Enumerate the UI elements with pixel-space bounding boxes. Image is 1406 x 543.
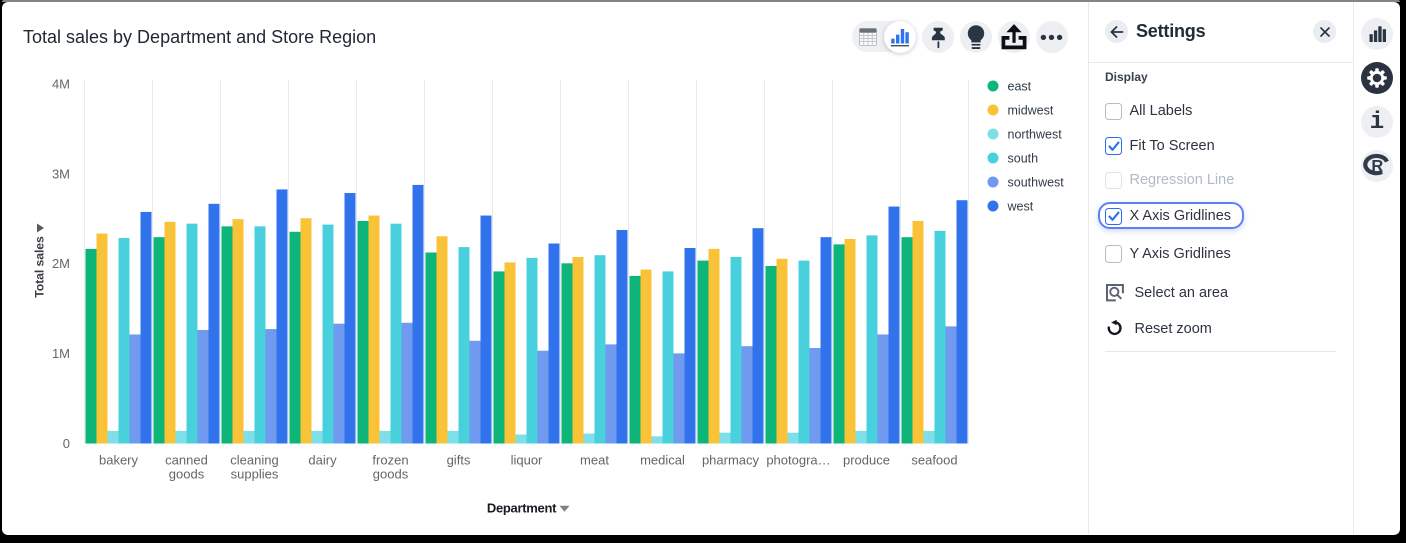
svg-text:south: south — [1008, 151, 1039, 165]
svg-text:supplies: supplies — [231, 467, 279, 482]
svg-text:2M: 2M — [52, 256, 70, 271]
svg-text:1M: 1M — [52, 346, 70, 361]
svg-text:gifts: gifts — [447, 453, 471, 468]
svg-text:pharmacy: pharmacy — [702, 453, 760, 468]
svg-text:photogra…: photogra… — [766, 453, 830, 468]
svg-text:frozen: frozen — [372, 453, 408, 468]
svg-text:goods: goods — [373, 467, 409, 482]
svg-text:east: east — [1008, 79, 1032, 93]
svg-text:dairy: dairy — [308, 453, 337, 468]
svg-text:midwest: midwest — [1008, 103, 1054, 117]
svg-text:northwest: northwest — [1008, 127, 1063, 141]
svg-text:seafood: seafood — [911, 453, 957, 468]
svg-text:3M: 3M — [52, 166, 70, 181]
svg-text:cleaning: cleaning — [230, 453, 278, 468]
svg-text:R: R — [1371, 157, 1383, 175]
svg-text:canned: canned — [165, 453, 208, 468]
svg-text:0: 0 — [63, 436, 70, 451]
svg-text:liquor: liquor — [511, 453, 543, 468]
svg-text:southwest: southwest — [1008, 175, 1065, 189]
svg-text:Department: Department — [487, 501, 557, 516]
svg-text:west: west — [1007, 199, 1034, 213]
svg-text:bakery: bakery — [99, 453, 139, 468]
svg-text:4M: 4M — [52, 76, 70, 91]
svg-text:produce: produce — [843, 453, 890, 468]
svg-text:Total sales: Total sales — [33, 236, 47, 298]
svg-text:goods: goods — [169, 467, 205, 482]
svg-text:meat: meat — [580, 453, 609, 468]
svg-text:medical: medical — [640, 453, 685, 468]
